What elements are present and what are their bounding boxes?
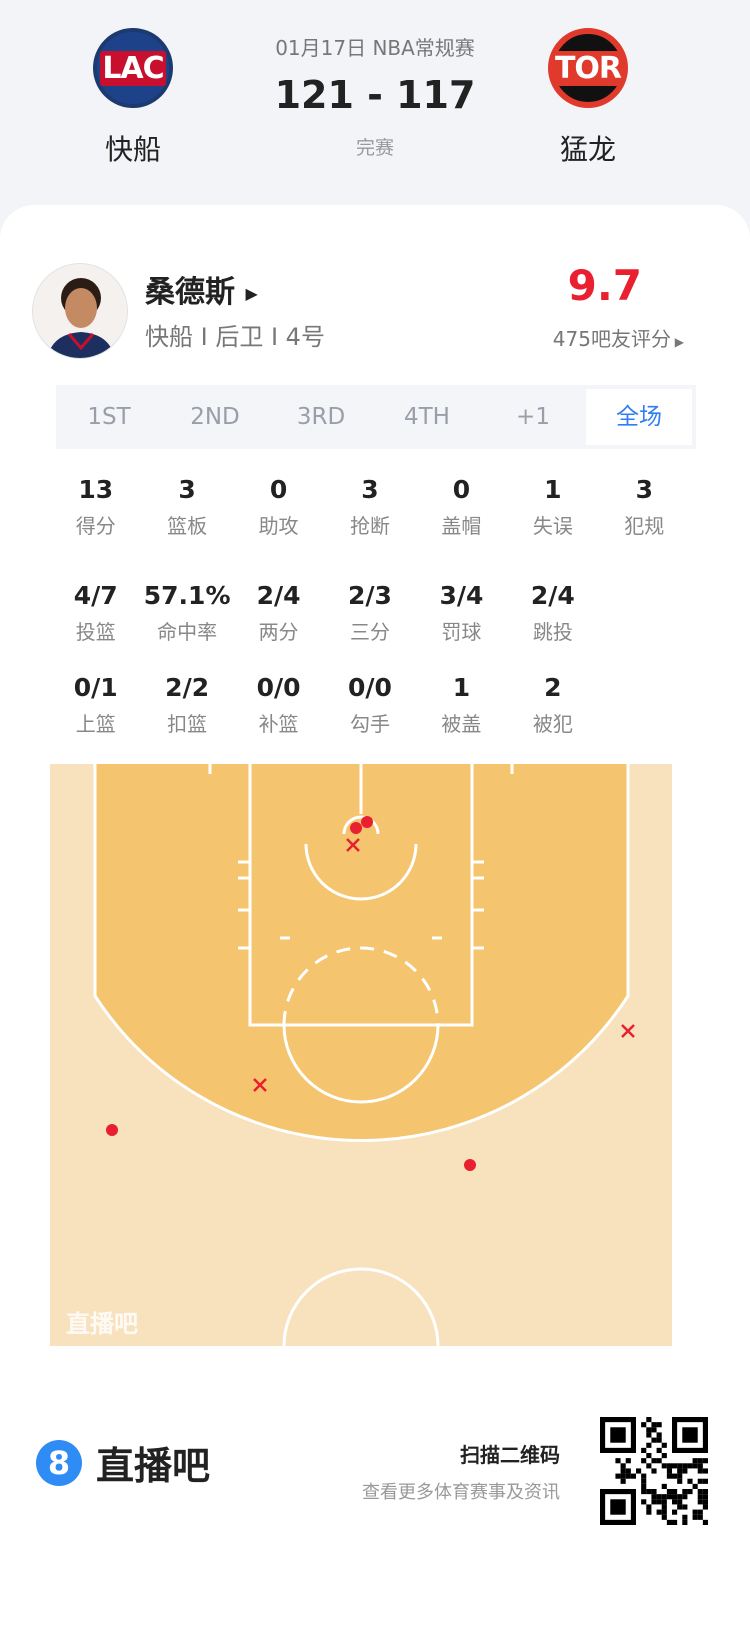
stat-value: 3 (635, 475, 653, 504)
stat-label: 上篮 (75, 712, 116, 736)
player-rating: 9.7 (567, 261, 642, 310)
match-score: 121 - 117 (274, 73, 476, 117)
stat-label: 三分 (349, 620, 390, 644)
stat-item: 3 犯规 (599, 475, 690, 539)
stat-value: 3/4 (439, 581, 484, 610)
stat-label: 补篮 (258, 712, 299, 736)
shot-made (106, 1124, 118, 1136)
stat-value: 1 (452, 673, 471, 702)
stat-value: 2 (544, 673, 562, 702)
stat-item: 57.1% 命中率 (141, 581, 232, 645)
stat-value: 0/0 (348, 673, 392, 702)
stat-item: 2/2 扣篮 (141, 673, 232, 737)
stat-label: 得分 (75, 514, 116, 538)
tab-3[interactable]: 4TH (404, 404, 450, 430)
stat-label: 命中率 (157, 620, 218, 644)
stat-item: 0 盖帽 (416, 475, 507, 539)
caret-right-icon: ▶ (245, 284, 258, 303)
stats-row-shot-types: 0/1 上篮 2/2 扣篮 0/0 补篮 0/0 勾手 1 被盖 2 被犯 (50, 673, 690, 737)
tab-5[interactable]: 全场 (586, 389, 692, 445)
stat-label: 被犯 (532, 712, 573, 736)
stat-value: 2/3 (348, 581, 392, 610)
away-team[interactable]: TOR 猛龙 (528, 28, 648, 168)
match-header: LAC 快船 01月17日 NBA常规赛 121 - 117 完赛 TOR 猛龙 (0, 0, 750, 210)
stat-item: 1 被盖 (416, 673, 507, 737)
stat-label: 投篮 (75, 620, 116, 644)
stat-value: 1 (544, 475, 562, 504)
shot-missed (253, 1078, 267, 1092)
player-info: 快船 I 后卫 I 4号 (145, 323, 325, 351)
match-date-league: 01月17日 NBA常规赛 (275, 36, 475, 60)
stat-item: 2/4 两分 (233, 581, 324, 645)
stat-value: 4/7 (73, 581, 118, 610)
stat-item: 3 抢断 (324, 475, 415, 539)
stat-label: 罚球 (441, 620, 482, 644)
stat-label: 失误 (532, 514, 573, 538)
stat-value: 0 (452, 475, 471, 504)
stat-item: 4/7 投篮 (50, 581, 141, 645)
stat-value: 13 (78, 475, 114, 504)
stat-item: 2/3 三分 (324, 581, 415, 645)
stat-label: 盖帽 (441, 514, 482, 538)
qr-code[interactable] (600, 1417, 708, 1525)
stat-item: 3/4 罚球 (416, 581, 507, 645)
stat-item: 2 被犯 (507, 673, 598, 737)
tab-0[interactable]: 1ST (87, 404, 131, 430)
away-team-name: 猛龙 (559, 133, 616, 166)
stat-value: 0/1 (73, 673, 118, 702)
stat-label: 扣篮 (167, 712, 208, 736)
stat-label: 篮板 (167, 514, 208, 538)
home-team-name: 快船 (104, 133, 161, 166)
tab-1[interactable]: 2ND (190, 404, 240, 430)
stat-label: 犯规 (624, 514, 665, 538)
scan-subtitle: 查看更多体育赛事及资讯 (362, 1482, 560, 1503)
home-team[interactable]: LAC 快船 (73, 28, 193, 168)
stats-row-basic: 13 得分 3 篮板 0 助攻 3 抢断 0 盖帽 1 失误 3 犯规 (50, 475, 690, 539)
shot-missed (346, 838, 360, 852)
away-team-logo: TOR (548, 28, 628, 108)
shot-missed (621, 1024, 635, 1038)
stat-item: 0/0 勾手 (324, 673, 415, 737)
caret-right-icon: ▶ (670, 335, 684, 349)
stat-item: 0 助攻 (233, 475, 324, 539)
stat-value: 3 (178, 475, 196, 504)
stat-label: 抢断 (349, 514, 390, 538)
stat-label: 助攻 (258, 514, 299, 538)
stat-value: 0 (269, 475, 288, 504)
stat-value: 57.1% (143, 581, 231, 610)
stat-label: 跳投 (532, 620, 573, 644)
stat-item: 3 篮板 (141, 475, 232, 539)
home-team-logo: LAC (93, 28, 173, 108)
player-name[interactable]: 桑德斯 ▶ (145, 275, 258, 310)
stat-item: 2/4 跳投 (507, 581, 598, 645)
stat-item: 0/0 补篮 (233, 673, 324, 737)
stat-item: 1 失误 (507, 475, 598, 539)
tab-2[interactable]: 3RD (296, 404, 346, 430)
shot-made (361, 816, 373, 828)
stat-label: 勾手 (349, 712, 390, 736)
shot-chart: 直播吧 (50, 764, 672, 1346)
tab-4[interactable]: +1 (516, 404, 550, 430)
shot-made (350, 822, 362, 834)
stat-item: 0/1 上篮 (50, 673, 141, 737)
stat-label: 两分 (258, 620, 299, 644)
stat-label: 被盖 (441, 712, 482, 736)
stat-value: 2/2 (165, 673, 210, 702)
brand-logo: 8 直播吧 (36, 1435, 210, 1490)
match-status: 完赛 (355, 137, 394, 159)
stats-row-shooting: 4/7 投篮 57.1% 命中率 2/4 两分 2/3 三分 3/4 罚球 2/4 跳投 (50, 581, 690, 645)
shot-made (464, 1159, 476, 1171)
watermark: 直播吧 (66, 1310, 138, 1338)
player-card: 桑德斯 ▶ 快船 I 后卫 I 4号 9.7 475吧友评分 ▶ 1ST 2ND 3… (0, 205, 750, 1629)
stat-item: 13 得分 (50, 475, 141, 539)
stat-value: 3 (361, 475, 379, 504)
scan-title: 扫描二维码 (460, 1443, 560, 1467)
period-tabs: 1ST 2ND 3RD 4TH +1 全场 (56, 385, 696, 449)
stat-value: 0/0 (256, 673, 301, 702)
stat-value: 2/4 (256, 581, 301, 610)
rating-count-link[interactable]: 475吧友评分 ▶ (552, 327, 684, 351)
stat-value: 2/4 (530, 581, 575, 610)
brand-icon: 8 (36, 1439, 82, 1486)
player-avatar[interactable] (32, 263, 128, 359)
